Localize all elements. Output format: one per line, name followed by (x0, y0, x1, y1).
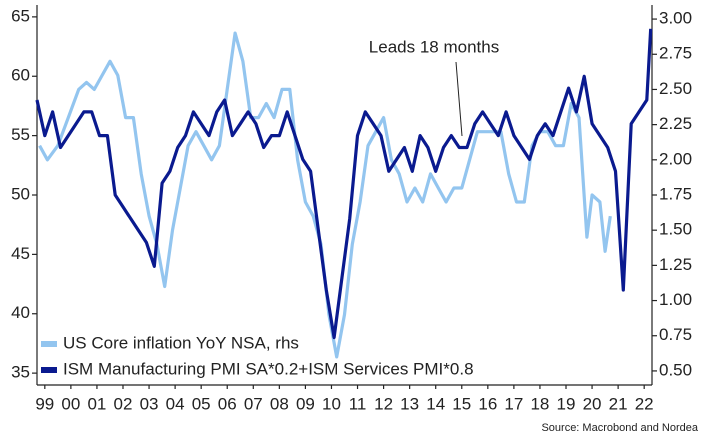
x-tick-label: 08 (270, 394, 289, 413)
x-tick-label: 22 (635, 394, 654, 413)
y-tick-label: 40 (11, 303, 30, 322)
x-tick-label: 09 (296, 394, 315, 413)
x-tick-label: 01 (87, 394, 106, 413)
x-tick-label: 00 (61, 394, 80, 413)
x-tick-label: 99 (35, 394, 54, 413)
y2-tick-label: 3.00 (659, 9, 692, 28)
series-line (35, 28, 653, 340)
x-tick-label: 12 (374, 394, 393, 413)
y-tick-label: 65 (11, 6, 30, 25)
x-tick-label: 17 (504, 394, 523, 413)
y2-tick-label: 0.75 (659, 325, 692, 344)
y-tick-label: 35 (11, 363, 30, 382)
y2-tick-label: 2.00 (659, 149, 692, 168)
y-tick-label: 45 (11, 244, 30, 263)
y2-tick-label: 1.25 (659, 255, 692, 274)
y2-tick-label: 2.50 (659, 79, 692, 98)
y2-tick-label: 1.75 (659, 184, 692, 203)
legend-swatch (41, 367, 57, 373)
source: Source: Macrobond and Nordea (541, 422, 698, 434)
y-tick-label: 55 (11, 125, 30, 144)
annotation-pointer (455, 61, 463, 137)
x-tick-label: 11 (349, 394, 367, 413)
x-tick-label: 13 (400, 394, 419, 413)
y2-tick-label: 2.75 (659, 44, 692, 63)
annotation: Leads 18 months (369, 37, 499, 56)
x-tick-label: 07 (244, 394, 263, 413)
y-tick-label: 60 (11, 66, 30, 85)
legend-label: US Core inflation YoY NSA, rhs (63, 333, 299, 352)
x-tick-label: 21 (609, 394, 628, 413)
x-tick-label: 15 (452, 394, 471, 413)
legend-label: ISM Manufacturing PMI SA*0.2+ISM Service… (63, 359, 474, 378)
x-tick-label: 05 (192, 394, 211, 413)
x-tick-label: 04 (166, 394, 185, 413)
x-tick-label: 10 (322, 394, 341, 413)
x-tick-label: 18 (530, 394, 549, 413)
x-tick-label: 14 (426, 394, 445, 413)
x-tick-label: 16 (478, 394, 497, 413)
x-tick-label: 03 (140, 394, 159, 413)
x-tick-label: 02 (114, 394, 133, 413)
legend-swatch (41, 341, 57, 347)
x-tick-label: 20 (583, 394, 602, 413)
y2-tick-label: 1.00 (659, 290, 692, 309)
y-tick-label: 50 (11, 184, 30, 203)
y2-tick-label: 0.50 (659, 360, 692, 379)
x-tick-label: 19 (557, 394, 576, 413)
y2-tick-label: 2.25 (659, 114, 692, 133)
series-line (38, 31, 612, 359)
x-tick-label: 06 (218, 394, 237, 413)
y2-tick-label: 1.50 (659, 220, 692, 239)
